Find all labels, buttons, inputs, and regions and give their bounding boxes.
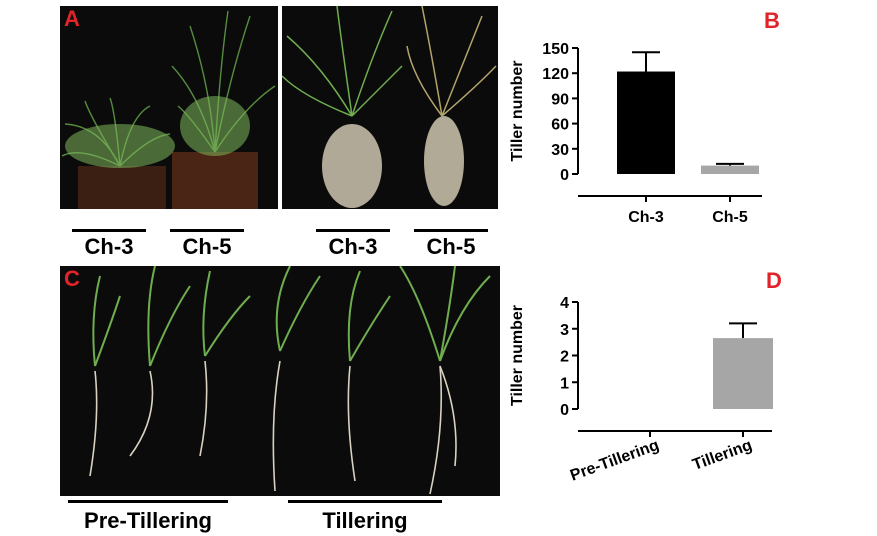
y-tick-label: 150	[542, 41, 569, 58]
x-tick-label: Ch-5	[712, 209, 748, 226]
y-tick-label: 60	[551, 117, 569, 134]
panel-letter-d: D	[766, 268, 782, 293]
y-axis-label: Tiller number	[509, 60, 526, 161]
x-tick-label: Tillering	[690, 437, 754, 474]
y-tick-label: 0	[560, 402, 569, 419]
bar-chart-b: 0 30 60 90 120 150 Tiller number Ch-3 Ch-5	[509, 41, 762, 226]
group-line-a-ch3	[72, 229, 146, 232]
panel-letter-a: A	[64, 6, 80, 31]
group-line-pre-tillering	[68, 500, 228, 503]
group-line-a-roots-ch5	[414, 229, 488, 232]
bar-ch-3	[617, 71, 675, 174]
photo-panel-a-roots	[282, 6, 498, 209]
roots-illustration	[282, 6, 497, 208]
label-pre-tillering: Pre-Tillering	[84, 508, 212, 533]
group-line-tillering	[288, 500, 442, 503]
panel-letter-c: C	[64, 266, 80, 291]
y-tick-label: 90	[551, 91, 569, 108]
x-tick-label: Pre-Tillering	[568, 437, 661, 485]
bar-tillering	[713, 338, 773, 409]
group-line-a-roots-ch3	[316, 229, 390, 232]
y-tick-label: 4	[560, 295, 569, 312]
y-tick-label: 30	[551, 142, 569, 159]
y-tick-label: 3	[560, 322, 569, 339]
x-tick-label: Ch-3	[628, 209, 664, 226]
y-tick-label: 2	[560, 349, 569, 366]
label-a-right-ch3: Ch-3	[328, 234, 378, 259]
y-tick-label: 1	[560, 375, 569, 392]
pots-illustration	[61, 10, 276, 209]
y-axis-label: Tiller number	[509, 305, 526, 406]
label-a-left-ch5: Ch-5	[182, 234, 232, 259]
panel-letter-b: B	[764, 8, 780, 33]
y-tick-label: 120	[542, 66, 569, 83]
seedlings-illustration	[89, 266, 491, 495]
photo-panel-a-pots	[60, 6, 278, 209]
label-a-left-ch3: Ch-3	[84, 234, 134, 259]
bar-ch-5	[701, 165, 759, 174]
label-tillering: Tillering	[322, 508, 408, 533]
label-a-right-ch5: Ch-5	[426, 234, 476, 259]
group-line-a-ch5	[170, 229, 244, 232]
photo-panel-c-seedlings	[60, 266, 500, 496]
bar-chart-d: 0 1 2 3 4 Tiller number Pre-Tillering Tillering	[509, 295, 773, 485]
y-tick-label: 0	[560, 167, 569, 184]
